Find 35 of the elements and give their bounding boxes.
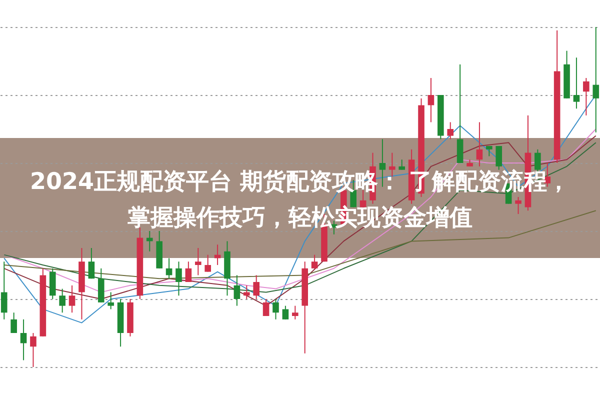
candlestick xyxy=(176,261,182,296)
candlestick xyxy=(108,292,114,310)
candlestick xyxy=(476,122,483,167)
candlestick xyxy=(311,254,318,269)
candlestick xyxy=(292,305,298,320)
candlestick xyxy=(59,288,66,314)
candlestick xyxy=(10,312,17,334)
candlestick xyxy=(234,274,240,306)
candlestick xyxy=(98,268,104,303)
candlestick xyxy=(204,254,211,272)
candlestick xyxy=(262,298,270,316)
candlestick xyxy=(253,274,260,300)
candlestick xyxy=(185,261,192,282)
candlestick xyxy=(496,146,502,170)
candlestick xyxy=(515,196,522,214)
candlestick xyxy=(20,318,27,361)
candlestick xyxy=(146,230,153,252)
candlestick xyxy=(398,159,406,170)
candlestick xyxy=(88,248,95,280)
candlestick xyxy=(282,305,289,320)
candlestick xyxy=(49,268,56,300)
candlestick xyxy=(573,57,580,110)
candlestick xyxy=(447,122,454,140)
candlestick xyxy=(68,284,76,314)
candlestick xyxy=(166,258,172,280)
candlestick xyxy=(0,261,8,320)
candlestick xyxy=(272,298,279,320)
candlestick xyxy=(30,332,36,368)
candlestick xyxy=(428,78,434,123)
candlestick xyxy=(194,248,202,276)
candlestick xyxy=(592,26,600,133)
candlestick xyxy=(486,146,492,157)
candlestick xyxy=(243,284,250,300)
candlestick xyxy=(583,78,590,116)
candlestick xyxy=(456,64,464,164)
